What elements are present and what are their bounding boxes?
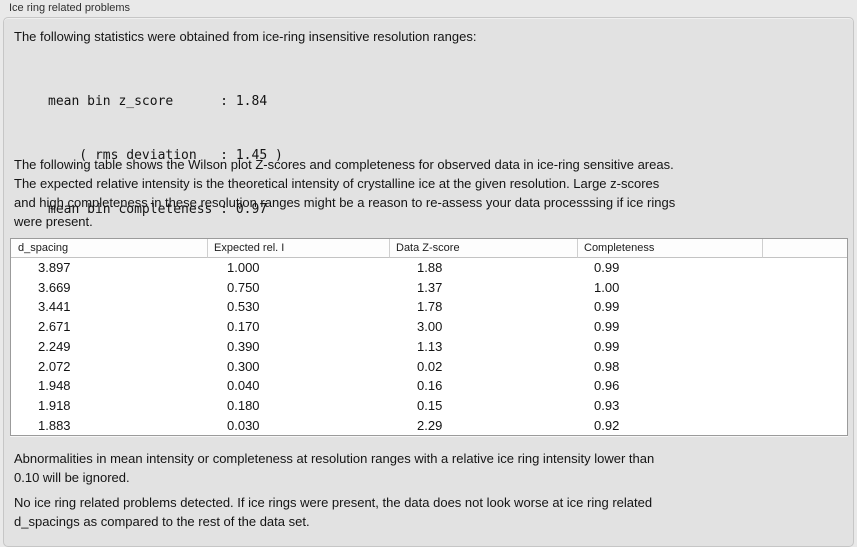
table-cell	[762, 317, 847, 337]
table-header-row: d_spacing Expected rel. I Data Z-score C…	[11, 239, 847, 258]
table-cell: 2.249	[38, 338, 71, 354]
column-header-d-spacing[interactable]: d_spacing	[11, 239, 207, 258]
table-cell: 1.88	[417, 260, 443, 275]
table-cell: 3.897	[38, 260, 71, 275]
table-cell: 1.918	[38, 397, 71, 413]
description-line: The expected relative intensity is the t…	[14, 176, 660, 191]
table-cell: 3.669	[38, 279, 71, 295]
table-row[interactable]: 1.883 0.030 2.29 0.92	[11, 416, 847, 436]
table-cell: 0.040	[227, 378, 260, 394]
table-row[interactable]: 2.072 0.300 0.02 0.98	[11, 357, 847, 377]
table-cell	[762, 376, 847, 396]
table-cell: 0.030	[227, 417, 260, 433]
conclusion-note-line: d_spacings as compared to the rest of th…	[14, 514, 310, 529]
intro-text: The following statistics were obtained f…	[14, 29, 477, 44]
table-cell: 0.96	[594, 378, 620, 394]
conclusion-note-line: No ice ring related problems detected. I…	[14, 495, 653, 510]
description-line: were present.	[14, 214, 93, 229]
ignore-note-line: 0.10 will be ignored.	[14, 470, 130, 485]
table-cell	[762, 396, 847, 416]
ice-ring-table-body: 3.897 1.000 1.88 0.99 3.669 0.750 1.37 1.00 3.44…	[11, 258, 847, 435]
table-cell: 1.000	[227, 260, 260, 275]
table-cell: 0.750	[227, 279, 260, 295]
table-cell: 1.13	[417, 338, 443, 354]
table-cell: 0.98	[594, 358, 620, 374]
table-cell: 0.15	[417, 397, 443, 413]
ignore-note-line: Abnormalities in mean intensity or compl…	[14, 451, 655, 466]
table-cell: 0.300	[227, 358, 260, 374]
table-cell: 0.180	[227, 397, 260, 413]
table-cell: 1.948	[38, 378, 71, 394]
column-header-empty	[762, 239, 847, 258]
table-cell	[762, 416, 847, 436]
table-row[interactable]: 1.918 0.180 0.15 0.93	[11, 396, 847, 416]
table-cell: 1.00	[594, 279, 620, 295]
table-row[interactable]: 2.249 0.390 1.13 0.99	[11, 337, 847, 357]
table-row[interactable]: 3.897 1.000 1.88 0.99	[11, 258, 847, 278]
stats-line: ( rms deviation : 1.45 )	[48, 148, 283, 163]
ice-ring-report-panel: The following statistics were obtained f…	[3, 17, 854, 547]
table-cell: 2.29	[417, 417, 443, 433]
column-header-data-z-score[interactable]: Data Z-score	[389, 239, 577, 258]
description-line: The following table shows the Wilson plo…	[14, 157, 674, 172]
table-cell: 2.072	[38, 358, 71, 374]
table-cell: 0.93	[594, 397, 620, 413]
table-cell	[762, 278, 847, 298]
table-cell: 3.00	[417, 319, 443, 335]
table-row[interactable]: 3.441 0.530 1.78 0.99	[11, 297, 847, 317]
table-description: The following table shows the Wilson plo…	[14, 155, 675, 231]
table-cell: 0.99	[594, 338, 620, 354]
table-cell: 0.390	[227, 338, 260, 354]
table-cell	[762, 297, 847, 317]
table-cell	[762, 337, 847, 357]
table-cell: 1.37	[417, 279, 443, 295]
table-cell: 0.170	[227, 319, 260, 335]
table-cell: 0.16	[417, 378, 443, 394]
table-cell: 1.78	[417, 299, 443, 315]
table-row[interactable]: 2.671 0.170 3.00 0.99	[11, 317, 847, 337]
table-cell: 0.99	[594, 319, 620, 335]
table-cell: 0.92	[594, 417, 620, 433]
section-title: Ice ring related problems	[9, 2, 131, 14]
stats-line: mean bin z_score : 1.84	[48, 94, 268, 109]
table-cell: 2.671	[38, 319, 71, 335]
stats-line: mean bin completeness : 0.97	[48, 202, 268, 217]
table-cell: 0.530	[227, 299, 260, 315]
table-cell: 0.99	[594, 299, 620, 315]
description-line: and high completeness in these resolutio…	[14, 195, 676, 210]
conclusion-note: No ice ring related problems detected. I…	[14, 493, 652, 531]
table-cell	[762, 258, 847, 278]
table-cell: 3.441	[38, 299, 71, 315]
column-header-completeness[interactable]: Completeness	[577, 239, 762, 258]
column-header-expected-rel-i[interactable]: Expected rel. I	[207, 239, 389, 258]
table-cell	[762, 357, 847, 377]
table-cell: 0.99	[594, 260, 620, 275]
table-row[interactable]: 1.948 0.040 0.16 0.96	[11, 376, 847, 396]
table-cell: 0.02	[417, 358, 443, 374]
table-cell: 1.883	[38, 417, 71, 433]
ice-ring-table: d_spacing Expected rel. I Data Z-score C…	[10, 238, 848, 437]
table-row[interactable]: 3.669 0.750 1.37 1.00	[11, 278, 847, 298]
ignore-note: Abnormalities in mean intensity or compl…	[14, 449, 654, 487]
